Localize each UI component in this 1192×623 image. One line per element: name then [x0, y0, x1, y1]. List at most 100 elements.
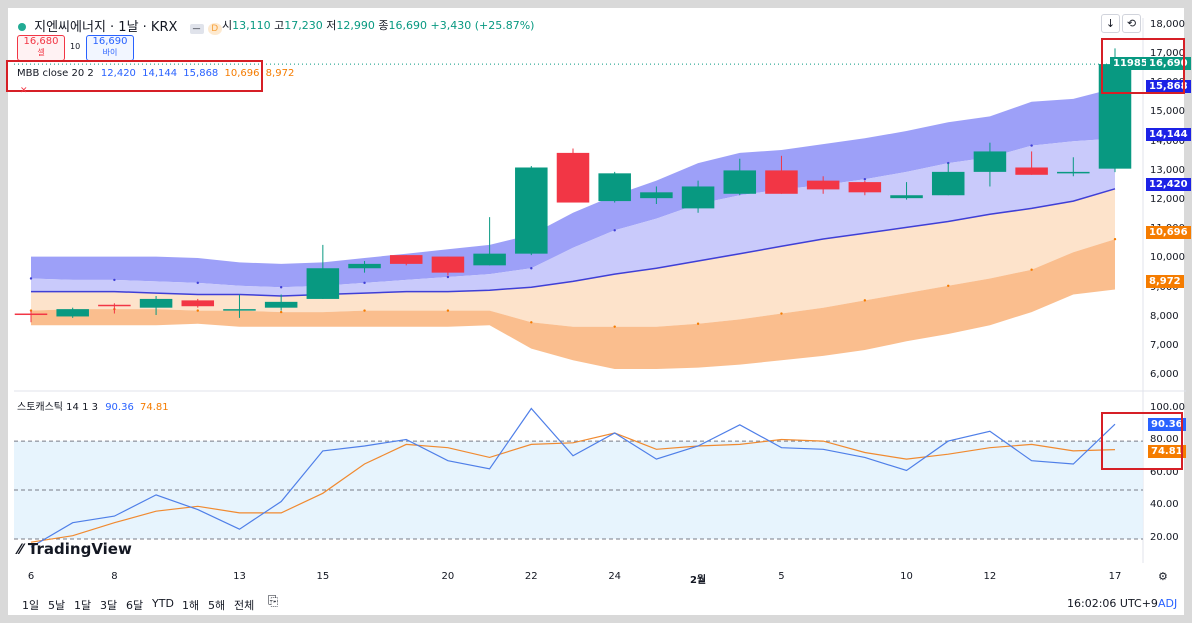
time-axis-label: 24 — [608, 571, 622, 582]
low-value: 12,990 — [336, 19, 375, 32]
timeframe-button[interactable]: 6달 — [126, 599, 144, 612]
candle-up — [723, 170, 757, 194]
settings-gear-icon[interactable]: ⚙ — [1158, 570, 1168, 583]
candle-up — [348, 263, 381, 269]
timeframe-button[interactable]: 1해 — [182, 599, 200, 612]
tradingview-wordmark: TradingView — [27, 540, 132, 558]
stochastic-axis-label: 100.00 — [1150, 401, 1185, 413]
candle-up — [1098, 64, 1132, 169]
stochastic-axis-label: 40.00 — [1150, 499, 1179, 511]
time-axis-label: 8 — [111, 571, 118, 582]
mbb-basis-value: 12,420 — [100, 68, 136, 79]
mbb-mid-dot — [1030, 144, 1033, 147]
mbb-mid-dot — [279, 286, 283, 289]
timeframe-button[interactable]: YTD — [152, 597, 174, 610]
mbb-mid-dot — [196, 281, 199, 285]
open-label: 시 — [222, 19, 233, 32]
reset-chart-icon[interactable]: ⟲ — [1122, 14, 1141, 33]
candle-up — [56, 309, 89, 317]
candle-up — [306, 268, 340, 299]
mbb-mid-dot — [613, 229, 616, 232]
mbb-mid-dot — [530, 267, 533, 270]
sell-button[interactable]: 16,680 셀 — [17, 35, 65, 61]
time-axis-label: 12 — [983, 571, 997, 582]
timeframe-button[interactable]: 1달 — [74, 599, 92, 612]
stochastic-d-value: 74.81 — [140, 402, 169, 413]
mid-band-tag: 14,144 — [1146, 128, 1191, 141]
ohlc-legend: 시13,110 고17,230 저12,990 종16,690 +3,430 (… — [222, 17, 534, 33]
stochastic-k-value: 90.36 — [105, 402, 134, 413]
basis-band-tag: 12,420 — [1146, 178, 1191, 191]
price-axis-label: 14,000 — [1150, 135, 1185, 147]
candle-up — [1057, 171, 1090, 174]
candle-up — [973, 151, 1007, 172]
mbb-mid-dot — [863, 177, 867, 181]
mbb-lower-dot — [947, 284, 950, 287]
mbb-lower-band — [31, 239, 1115, 369]
timeframe-button[interactable]: 1일 — [22, 599, 40, 612]
stochastic-d-line — [30, 432, 1116, 543]
timeframe-button[interactable]: 5날 — [48, 599, 66, 612]
mbb-lower-dot — [863, 299, 867, 302]
candle-up — [515, 167, 548, 254]
stoch-d-tag: 74.81 — [1148, 445, 1186, 458]
tradingview-logo: ⁄⁄ TradingView — [18, 540, 132, 558]
stochastic-legend[interactable]: 스토캐스틱 14 1 3 90.36 74.81 — [17, 398, 169, 413]
bar-style-icon[interactable]: — — [189, 24, 204, 34]
delay-badge: D — [207, 23, 222, 35]
date-range-icon[interactable]: ⎘ — [268, 594, 279, 609]
timeframe-button[interactable]: 5해 — [208, 599, 226, 612]
volume-tag: 119850 — [1110, 57, 1158, 70]
lower-band2-tag: 8,972 — [1146, 275, 1184, 288]
mbb-lower-dot — [196, 309, 199, 312]
price-axis-label: 12,000 — [1150, 194, 1185, 206]
mbb-mid-dot — [29, 277, 33, 280]
time-axis-label: 13 — [233, 571, 246, 582]
price-axis-label: 15,000 — [1150, 106, 1185, 118]
stochastic-axis-label: 20.00 — [1150, 531, 1179, 543]
last-price-tag: 16,690 — [1146, 57, 1191, 70]
header-legend: 지엔씨에너지 · 1날 · KRX — D — [18, 16, 222, 35]
candle-up — [681, 186, 715, 209]
adj-toggle[interactable]: ADJ — [1158, 597, 1178, 610]
candle-up — [473, 253, 506, 266]
stoch-k-tag: 90.36 — [1148, 418, 1186, 431]
clock-display: 16:02:06 UTC+9 — [1067, 597, 1158, 610]
collapse-icon[interactable]: ✕ — [20, 86, 28, 96]
stochastic-axis-label: 60.00 — [1150, 466, 1179, 478]
stochastic-name: 스토캐스틱 14 1 3 — [17, 402, 98, 413]
candle-down — [848, 182, 882, 193]
buy-label: 바이 — [102, 48, 118, 57]
candle-up — [890, 195, 923, 199]
symbol-title[interactable]: 지엔씨에너지 · 1날 · KRX — [34, 20, 178, 35]
time-axis-label: 15 — [316, 571, 330, 582]
timeframe-button[interactable]: 3달 — [100, 599, 118, 612]
price-axis-label: 18,000 — [1150, 18, 1185, 30]
symbol-status-icon — [18, 23, 26, 31]
candle-down — [806, 180, 840, 190]
mbb-lower-dot — [279, 310, 283, 314]
time-axis-label: 20 — [441, 571, 455, 582]
upper-band-tag: 15,868 — [1146, 80, 1191, 93]
candle-down — [181, 300, 215, 307]
mbb-mid-value: 14,144 — [142, 68, 178, 79]
mbb-lower-dot — [446, 309, 450, 312]
download-arrow-icon[interactable]: ↓ — [1101, 14, 1120, 33]
sell-price: 16,680 — [23, 36, 59, 47]
timeframe-button[interactable]: 전체 — [234, 599, 255, 612]
mbb-upper-band — [31, 88, 1115, 288]
candle-up — [931, 171, 965, 196]
mbb-lower-dot — [363, 309, 366, 312]
time-axis-label: 22 — [524, 571, 538, 582]
time-axis-label: 2월 — [689, 575, 707, 586]
mbb-lower-dot — [613, 325, 616, 328]
price-axis-label: 13,000 — [1150, 164, 1185, 176]
mbb-mid-dot — [113, 278, 116, 282]
mbb-lower-dot — [780, 312, 783, 315]
stoch-tag-highlight — [1101, 412, 1183, 470]
open-value: 13,110 — [232, 19, 271, 32]
mbb-legend[interactable]: MBB close 20 2 12,420 14,144 15,868 10,6… — [17, 68, 294, 79]
buy-button[interactable]: 16,690 바이 — [86, 35, 134, 61]
price-axis-label: 8,000 — [1150, 310, 1179, 322]
